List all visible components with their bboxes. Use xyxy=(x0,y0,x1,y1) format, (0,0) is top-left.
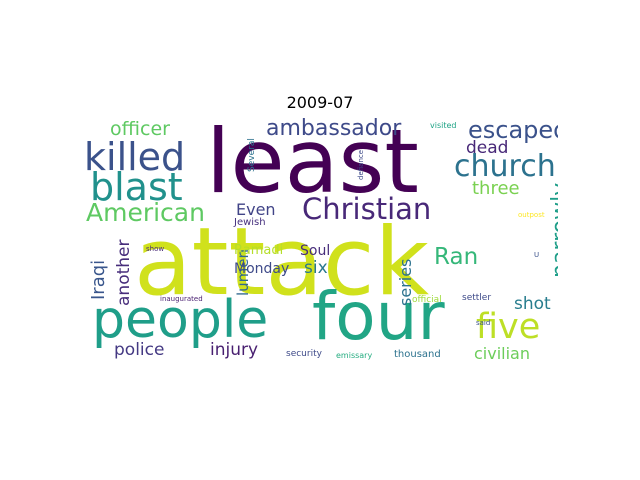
word-ramadi: Ramadi xyxy=(234,243,284,258)
word-blast: blast xyxy=(90,165,183,209)
word-three: three xyxy=(472,178,520,199)
word-inaugurated: inaugurated xyxy=(160,295,203,303)
word-shot: shot xyxy=(514,294,551,314)
word-show: show xyxy=(146,245,165,253)
word-police: police xyxy=(114,340,165,360)
word-another: another xyxy=(114,239,134,306)
word-narrowly: narrowly xyxy=(548,182,558,278)
word-cloud: attack least four people killed blast Christia… xyxy=(82,118,558,364)
word-civilian: civilian xyxy=(474,344,530,363)
word-visited: visited xyxy=(430,121,457,130)
word-even: Even xyxy=(236,200,276,219)
word-church: church xyxy=(454,149,556,184)
word-christian: Christian xyxy=(302,192,432,226)
word-attack: attack xyxy=(134,208,430,317)
word-ran: Ran xyxy=(434,244,479,270)
word-outpost: outpost xyxy=(518,211,545,219)
word-people: people xyxy=(92,290,269,350)
word-monday: Monday xyxy=(234,261,290,277)
word-six: six xyxy=(304,258,328,278)
figure-title: 2009-07 xyxy=(286,93,354,112)
word-least: least xyxy=(206,118,419,213)
word-killed: killed xyxy=(84,135,186,179)
word-defiance: defiance xyxy=(357,149,365,180)
word-security: security xyxy=(286,349,322,359)
word-iraqi: Iraqi xyxy=(88,259,109,300)
word-several: Several xyxy=(247,138,257,172)
word-officer: officer xyxy=(110,118,170,140)
word-escaped: escaped xyxy=(468,118,558,144)
word-jewish: Jewish xyxy=(234,217,266,228)
word-thousand: thousand xyxy=(394,349,441,360)
word-five: five xyxy=(476,307,541,347)
word-settler: settler xyxy=(462,293,492,303)
word-dead: dead xyxy=(466,138,509,158)
word-u: U xyxy=(534,251,540,259)
word-american: American xyxy=(86,198,205,227)
word-ambassador: ambassador xyxy=(266,118,402,141)
word-emissary: emissary xyxy=(336,351,373,360)
word-said: said xyxy=(476,319,491,327)
word-four: four xyxy=(312,278,445,355)
word-injury: injury xyxy=(210,340,259,360)
word-official: official xyxy=(412,295,442,305)
word-soul: Soul xyxy=(300,243,331,259)
